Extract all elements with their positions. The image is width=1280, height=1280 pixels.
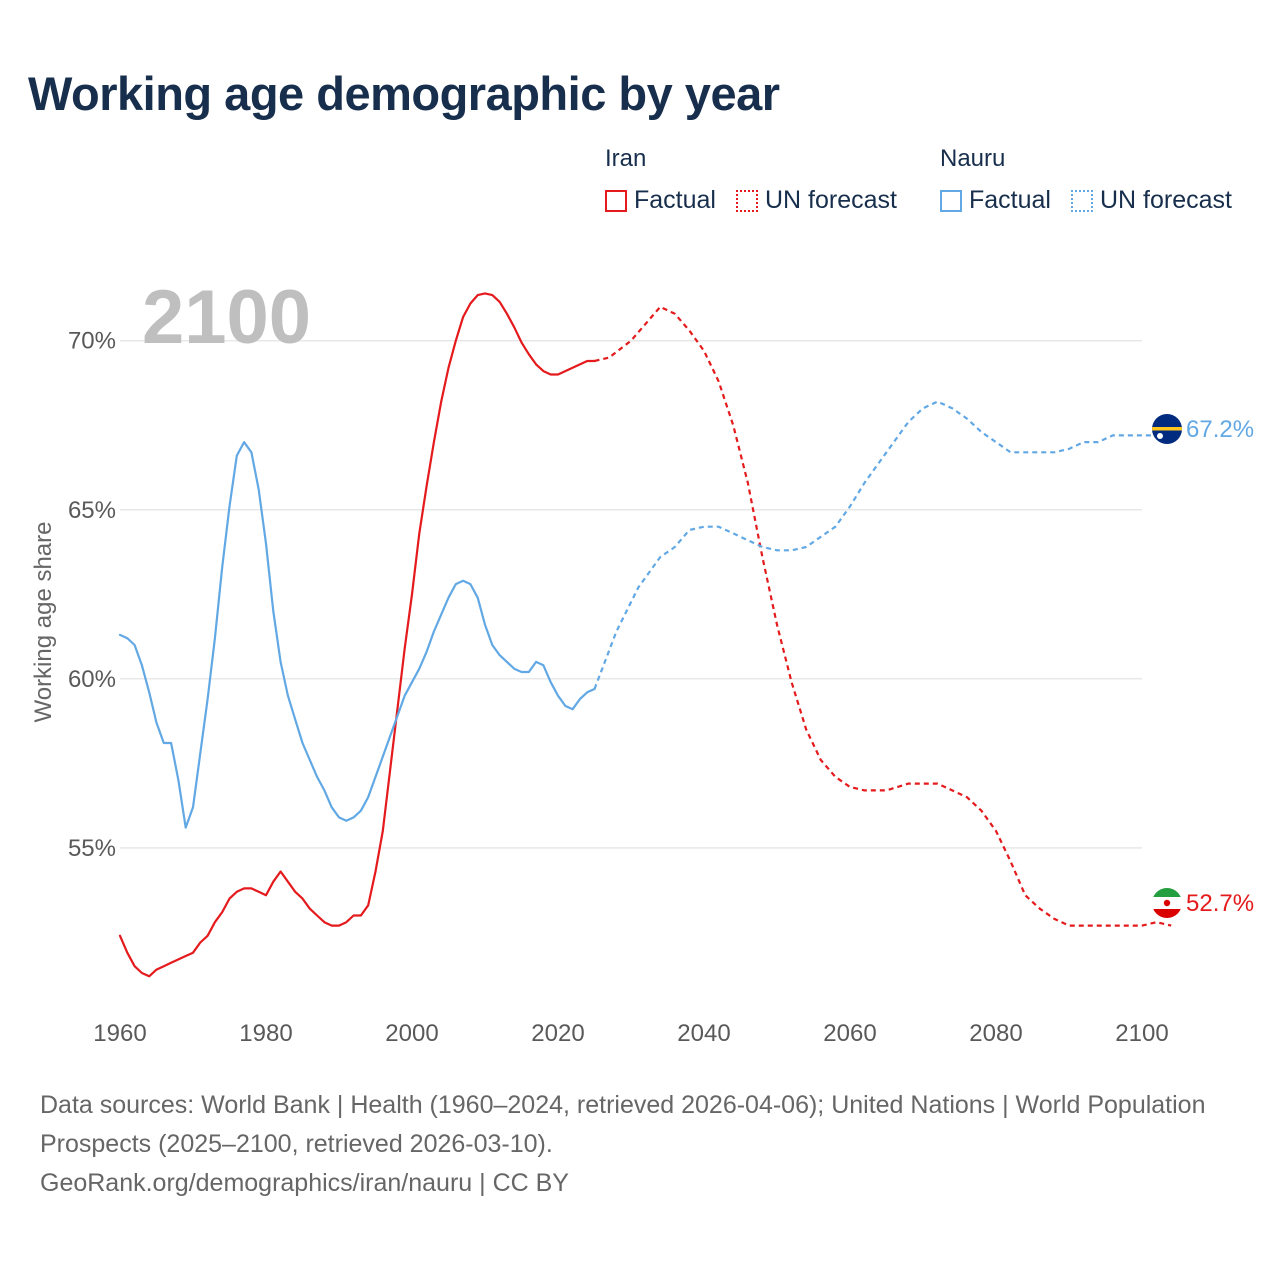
source-link[interactable]: GeoRank.org/demographics/iran/nauru | CC… [40, 1169, 569, 1197]
y-tick-label: 55% [68, 835, 116, 862]
legend-group-label: Iran [605, 145, 647, 172]
legend-item-label: Factual [969, 186, 1051, 214]
line-chart: 2100 Working age share 55% 60% 65% 70% 1960 1… [30, 275, 1254, 1047]
legend-item-iran-factual[interactable]: Factual [605, 186, 716, 215]
y-axis-label: Working age share [30, 522, 57, 723]
data-sources: Data sources: World Bank | Health (1960–… [40, 1091, 1206, 1158]
nauru-flag-icon [1152, 414, 1182, 444]
nauru-forecast-line [593, 400, 1172, 690]
legend-group-iran: Iran Factual UN forecast [605, 144, 897, 215]
legend-item-label: UN forecast [764, 186, 897, 214]
legend-swatch-dotted-icon [1070, 189, 1093, 212]
iran-last-value-label: 52.7% [1186, 890, 1254, 917]
legend-swatch-dotted-icon [735, 189, 758, 212]
nauru-last-value-label: 67.2% [1186, 416, 1254, 443]
year-watermark: 2100 [142, 275, 311, 360]
y-tick-label: 70% [68, 328, 116, 355]
iran-factual-line [118, 292, 596, 978]
page-title: Working age demographic by year [28, 67, 780, 120]
series-iran [118, 292, 1172, 978]
nauru-factual-line [118, 441, 596, 829]
x-tick-label: 2000 [385, 1020, 438, 1047]
legend-item-iran-forecast[interactable]: UN forecast [735, 186, 897, 215]
legend-item-nauru-forecast[interactable]: UN forecast [1070, 186, 1232, 215]
iran-flag-icon [1152, 888, 1182, 918]
x-tick-label: 1980 [239, 1020, 292, 1047]
chart-footer: Data sources: World Bank | Health (1960–… [40, 1086, 1220, 1203]
x-tick-label: 1960 [93, 1020, 146, 1047]
y-tick-label: 60% [68, 666, 116, 693]
series-nauru [118, 400, 1172, 829]
x-tick-label: 2020 [531, 1020, 584, 1047]
legend-group-label: Nauru [940, 145, 1006, 172]
legend-group-nauru: Nauru Factual UN forecast [940, 144, 1232, 215]
x-tick-label: 2100 [1115, 1020, 1168, 1047]
x-tick-label: 2040 [677, 1020, 730, 1047]
legend-swatch-solid-icon [605, 189, 627, 212]
legend-item-nauru-factual[interactable]: Factual [940, 186, 1051, 215]
y-tick-label: 65% [68, 497, 116, 524]
x-tick-label: 2080 [969, 1020, 1022, 1047]
x-tick-label: 2060 [823, 1020, 876, 1047]
legend-item-label: Factual [634, 186, 716, 214]
legend-item-label: UN forecast [1099, 186, 1232, 214]
legend-swatch-solid-icon [940, 189, 962, 212]
iran-forecast-line [594, 305, 1172, 927]
